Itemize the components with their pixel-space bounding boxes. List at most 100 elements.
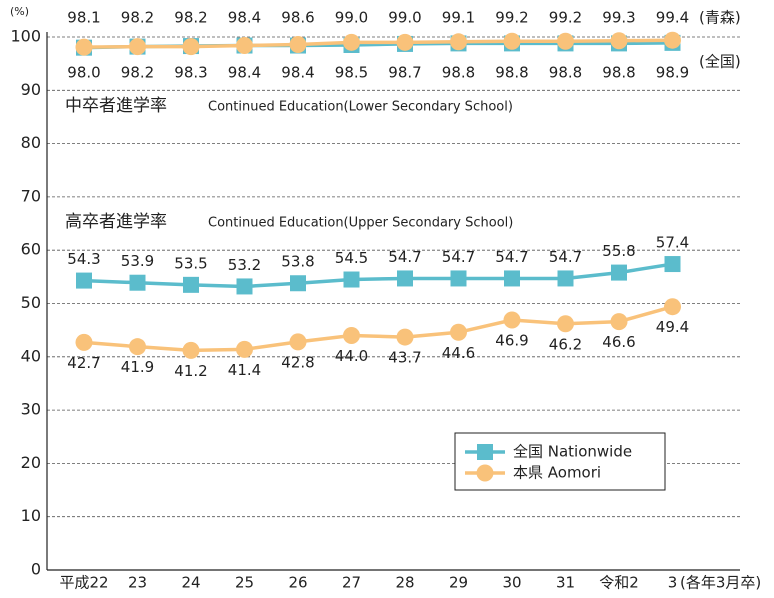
y-tick-label: 40	[21, 346, 41, 365]
y-tick-label: 10	[21, 506, 41, 525]
marker	[557, 270, 574, 287]
data-label: 98.8	[442, 64, 475, 82]
data-label: 99.2	[495, 9, 528, 27]
x-tick-label: 27	[342, 574, 361, 592]
marker	[664, 31, 681, 49]
marker	[664, 256, 681, 273]
data-label: 44.6	[442, 344, 475, 362]
y-tick-label: 20	[21, 453, 41, 472]
x-tick-label: 31	[556, 574, 575, 592]
x-tick-label: 3	[668, 574, 678, 592]
marker	[611, 264, 627, 281]
x-tick-label: 25	[235, 574, 254, 592]
legend-box	[454, 432, 666, 491]
marker	[610, 32, 628, 50]
data-label: 42.7	[67, 354, 100, 372]
marker	[503, 311, 521, 329]
x-tick-label: 24	[181, 574, 200, 592]
marker	[396, 33, 414, 51]
data-label: 46.9	[495, 332, 528, 350]
data-label: 99.0	[335, 9, 368, 27]
data-label: 54.3	[67, 250, 100, 268]
data-label: 98.2	[121, 9, 154, 27]
marker	[396, 328, 414, 346]
data-label: 98.4	[281, 64, 314, 82]
annotation: (全国)	[699, 53, 741, 71]
y-tick-label: 90	[21, 80, 41, 99]
data-label: 98.2	[174, 9, 207, 27]
line	[83, 262, 673, 289]
marker	[75, 38, 93, 56]
marker	[397, 270, 413, 287]
marker	[476, 464, 494, 482]
data-label: 98.3	[174, 64, 207, 82]
marker	[75, 333, 93, 351]
data-label: 98.7	[388, 64, 421, 82]
data-label: 53.9	[121, 252, 154, 270]
y-tick-label: 60	[21, 240, 41, 259]
marker	[76, 272, 92, 289]
data-label: 46.2	[549, 335, 582, 353]
line	[83, 38, 673, 49]
marker	[557, 315, 574, 333]
annotation: (青森)	[699, 9, 741, 27]
marker	[129, 38, 146, 56]
marker	[129, 338, 146, 356]
data-label: 54.5	[335, 249, 368, 267]
marker	[504, 270, 520, 287]
y-tick-label: 0	[31, 560, 41, 579]
y-tick-label: 100	[10, 27, 41, 46]
y-tick-label: 50	[21, 293, 41, 312]
data-label: 99.3	[602, 9, 635, 27]
marker	[503, 32, 521, 50]
data-label: 53.8	[281, 253, 314, 271]
data-label: 98.5	[335, 64, 368, 82]
marker	[289, 333, 307, 351]
data-label: 53.5	[174, 254, 207, 272]
data-label: 44.0	[335, 347, 368, 365]
x-tick-label: 令和2	[599, 574, 639, 592]
marker	[182, 38, 200, 56]
data-label: 98.4	[228, 64, 261, 82]
data-label: 41.2	[174, 362, 207, 380]
group-title: 高卒者進学率	[65, 212, 167, 232]
data-label: 41.9	[121, 358, 154, 376]
marker	[610, 313, 628, 331]
y-axis-label: (%)	[10, 5, 29, 18]
data-label: 55.8	[602, 242, 635, 260]
data-label: 54.7	[495, 248, 528, 266]
marker	[450, 33, 467, 51]
x-note: (各年3月卒)	[680, 574, 761, 592]
marker	[343, 326, 360, 344]
data-label: 54.7	[442, 248, 475, 266]
x-tick-label: 26	[288, 574, 307, 592]
marker	[236, 340, 253, 358]
data-label: 98.8	[495, 64, 528, 82]
data-label: 98.4	[228, 9, 261, 27]
x-tick-label: 28	[395, 574, 414, 592]
marker	[236, 37, 253, 55]
data-label: 43.7	[388, 349, 421, 367]
marker	[289, 35, 307, 53]
x-tick-label: 平成22	[59, 574, 108, 592]
marker	[557, 32, 574, 50]
group-title-en: Continued Education(Upper Secondary Scho…	[208, 216, 513, 231]
x-tick-label: 30	[502, 574, 521, 592]
x-tick-label: 23	[128, 574, 147, 592]
data-label: 98.2	[121, 64, 154, 82]
data-label: 54.7	[388, 248, 421, 266]
marker	[129, 274, 146, 291]
marker	[450, 323, 467, 341]
legend-label: 全国 Nationwide	[513, 443, 632, 461]
x-tick-label: 29	[449, 574, 468, 592]
data-label: 99.2	[549, 9, 582, 27]
data-label: 54.7	[549, 248, 582, 266]
data-label: 98.9	[656, 64, 689, 82]
marker	[343, 33, 360, 51]
data-label: 98.0	[67, 64, 100, 82]
data-label: 99.4	[656, 9, 689, 27]
marker	[182, 341, 200, 359]
y-tick-label: 70	[21, 186, 41, 205]
data-label: 98.8	[602, 64, 635, 82]
